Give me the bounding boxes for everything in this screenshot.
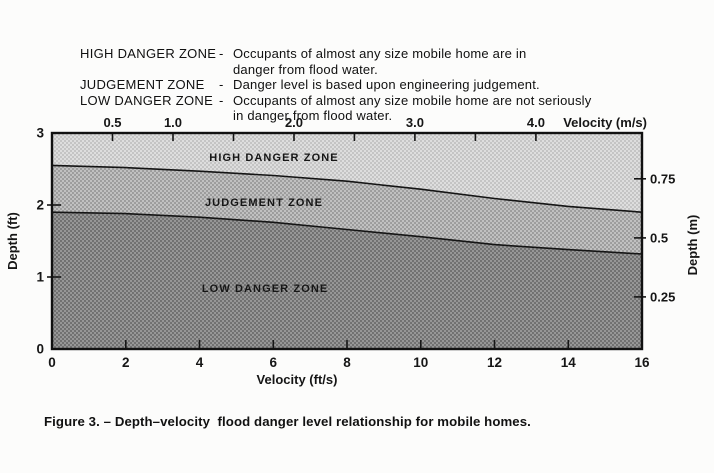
legend-desc-high: Occupants of almost any size mobile home… bbox=[233, 46, 591, 77]
bottom-axis-title: Velocity (ft/s) bbox=[257, 372, 338, 387]
left-axis-tick-label: 0 bbox=[36, 342, 44, 357]
zone-area-low bbox=[52, 212, 642, 349]
zone-label: LOW DANGER ZONE bbox=[202, 283, 329, 295]
legend-separator: - bbox=[219, 92, 224, 108]
top-axis-tick-label: 0.5 bbox=[103, 115, 121, 130]
bottom-axis-tick-label: 16 bbox=[634, 355, 650, 370]
bottom-axis-tick-label: 10 bbox=[413, 355, 428, 370]
left-axis-tick-label: 1 bbox=[36, 270, 44, 285]
zone-area-high bbox=[52, 133, 642, 213]
legend-separator: - bbox=[219, 77, 224, 92]
zone-label: JUDGEMENT ZONE bbox=[205, 197, 323, 209]
upper-boundary-curve bbox=[51, 164, 643, 213]
legend-term-low: LOW DANGER ZONE bbox=[80, 92, 214, 108]
bottom-axis-tick-label: 4 bbox=[196, 355, 204, 370]
left-axis-tick-label: 3 bbox=[36, 126, 44, 141]
top-axis-tick-label: 1.0 bbox=[164, 115, 182, 130]
legend-desc-line: Danger level is based upon engineering j… bbox=[233, 77, 540, 92]
legend-row-low: LOW DANGER ZONE - Occupants of almost an… bbox=[80, 93, 591, 124]
bottom-axis-tick-label: 8 bbox=[343, 355, 351, 370]
legend-desc-line: danger from flood water. bbox=[233, 61, 378, 77]
bottom-axis-tick-label: 2 bbox=[122, 355, 130, 370]
right-axis-tick-label: 0.5 bbox=[650, 230, 668, 245]
legend-term-high: HIGH DANGER ZONE bbox=[80, 46, 217, 61]
bottom-axis-tick-label: 6 bbox=[270, 355, 278, 370]
bottom-axis-tick-label: 12 bbox=[487, 355, 502, 370]
legend-row-high: HIGH DANGER ZONE - Occupants of almost a… bbox=[80, 46, 591, 77]
legend-row-judgement: JUDGEMENT ZONE - Danger level is based u… bbox=[80, 77, 591, 93]
zone-area-judgement bbox=[52, 165, 642, 254]
legend-desc-line: Occupants of almost any size mobile home… bbox=[233, 46, 527, 61]
legend-desc-low: Occupants of almost any size mobile home… bbox=[233, 93, 591, 124]
zone-label: HIGH DANGER ZONE bbox=[209, 152, 338, 164]
plot-border bbox=[50, 131, 644, 351]
right-axis-title: Depth (m) bbox=[685, 215, 700, 276]
legend-separator: - bbox=[219, 46, 224, 61]
left-axis-tick-label: 2 bbox=[36, 198, 44, 213]
legend-desc-judgement: Danger level is based upon engineering j… bbox=[233, 77, 591, 93]
bottom-axis-tick-label: 0 bbox=[48, 355, 56, 370]
top-axis-tick-label: 4.0 bbox=[527, 115, 545, 130]
danger-zone-legend: HIGH DANGER ZONE - Occupants of almost a… bbox=[80, 46, 591, 124]
left-axis-title: Depth (ft) bbox=[5, 212, 20, 270]
bottom-axis-tick-label: 14 bbox=[561, 355, 577, 370]
right-axis-tick-label: 0.75 bbox=[650, 171, 675, 186]
legend-desc-line: in danger from flood water. bbox=[233, 108, 393, 123]
top-axis-title: Velocity (m/s) bbox=[563, 115, 647, 130]
legend-desc-line: Occupants of almost any size mobile home… bbox=[233, 92, 592, 108]
figure-caption: Figure 3. – Depth–velocity flood danger … bbox=[44, 414, 531, 429]
top-axis-tick-label: 3.0 bbox=[406, 115, 424, 130]
right-axis-tick-label: 0.25 bbox=[650, 289, 675, 304]
top-axis-tick-label: 2.0 bbox=[285, 115, 303, 130]
legend-term-judgement: JUDGEMENT ZONE bbox=[80, 77, 205, 92]
lower-boundary-curve bbox=[51, 211, 643, 255]
